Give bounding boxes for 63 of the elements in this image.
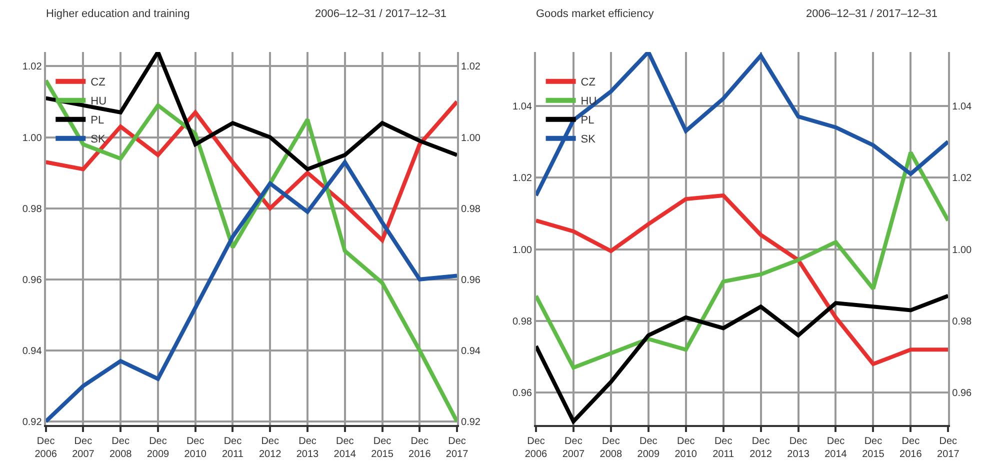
x-tick-label: Dec 2008 bbox=[600, 436, 622, 460]
chart-subtitle: 2006–12–31 / 2017–12–31 bbox=[315, 8, 447, 20]
y-tick-label: 0.98 bbox=[512, 316, 532, 328]
x-tick-label: Dec 2009 bbox=[146, 436, 170, 460]
line-series bbox=[536, 52, 948, 198]
x-tick-label: Dec 2012 bbox=[750, 436, 772, 460]
x-tick-label: Dec 2009 bbox=[637, 436, 660, 460]
x-tick-label: Dec 2006 bbox=[524, 436, 548, 460]
y2-tick-label: 1.00 bbox=[461, 132, 481, 144]
y-tick-label: 1.02 bbox=[22, 62, 42, 73]
y2-tick-label: 1.00 bbox=[952, 244, 972, 256]
y2-tick-label: 0.92 bbox=[461, 416, 481, 428]
y2-tick-label: 1.02 bbox=[952, 173, 972, 184]
y2-tick-label: 0.96 bbox=[461, 274, 481, 286]
line-series bbox=[536, 193, 948, 366]
legend-label: CZ bbox=[90, 76, 106, 89]
legend-label: SK bbox=[580, 134, 596, 146]
y2-tick-label: 1.02 bbox=[461, 62, 481, 73]
y-tick-label: 1.02 bbox=[512, 173, 532, 184]
x-tick-label: Dec 2007 bbox=[562, 436, 586, 460]
legend-label: HU bbox=[90, 96, 107, 108]
y-tick-label: 0.96 bbox=[512, 388, 532, 400]
line-series bbox=[536, 150, 948, 370]
line-series bbox=[536, 294, 948, 424]
x-tick-label: Dec 2016 bbox=[408, 436, 432, 460]
x-tick-label: Dec 2014 bbox=[824, 436, 848, 460]
legend-label: PL bbox=[580, 114, 594, 127]
y2-tick-label: 0.96 bbox=[952, 388, 972, 400]
x-tick-label: Dec 2011 bbox=[712, 436, 735, 460]
x-tick-label: Dec 2007 bbox=[72, 436, 95, 460]
y2-tick-label: 0.98 bbox=[952, 316, 972, 328]
x-tick-label: Dec 2006 bbox=[34, 436, 58, 460]
x-tick-label: Dec 2012 bbox=[258, 436, 282, 460]
y-tick-label: 0.98 bbox=[22, 204, 42, 215]
x-tick-label: Dec 2014 bbox=[334, 436, 356, 460]
x-tick-label: Dec 2011 bbox=[222, 436, 244, 460]
x-tick-label: Dec 2008 bbox=[109, 436, 132, 460]
legend-label: CZ bbox=[580, 76, 596, 89]
y2-tick-label: 0.98 bbox=[461, 204, 481, 215]
chart-subtitle: 2006–12–31 / 2017–12–31 bbox=[806, 8, 938, 20]
y-tick-label: 1.00 bbox=[22, 132, 42, 144]
y2-tick-label: 1.04 bbox=[952, 101, 972, 112]
legend-label: HU bbox=[580, 96, 597, 108]
x-tick-label: Dec 2015 bbox=[862, 436, 885, 460]
y-tick-label: 0.94 bbox=[22, 346, 42, 357]
y2-tick-label: 0.94 bbox=[461, 346, 481, 357]
y-tick-label: 0.96 bbox=[22, 274, 42, 286]
x-tick-label: Dec 2010 bbox=[674, 436, 698, 460]
x-tick-label: Dec 2010 bbox=[184, 436, 207, 460]
legend-label: SK bbox=[90, 134, 106, 146]
chart-title: Higher education and training bbox=[46, 8, 190, 20]
x-tick-label: Dec 2017 bbox=[446, 436, 469, 460]
x-tick-label: Dec 2016 bbox=[900, 436, 922, 460]
x-tick-label: Dec 2013 bbox=[296, 436, 320, 460]
x-tick-label: Dec 2015 bbox=[371, 436, 394, 460]
line-series bbox=[46, 52, 458, 172]
y-tick-label: 0.92 bbox=[22, 416, 42, 428]
x-tick-label: Dec 2017 bbox=[937, 436, 960, 460]
legend-label: PL bbox=[90, 114, 104, 127]
y-tick-label: 1.04 bbox=[512, 101, 532, 112]
x-tick-label: Dec 2013 bbox=[787, 436, 810, 460]
y-tick-label: 1.00 bbox=[512, 244, 532, 256]
chart-title: Goods market efficiency bbox=[536, 8, 654, 20]
